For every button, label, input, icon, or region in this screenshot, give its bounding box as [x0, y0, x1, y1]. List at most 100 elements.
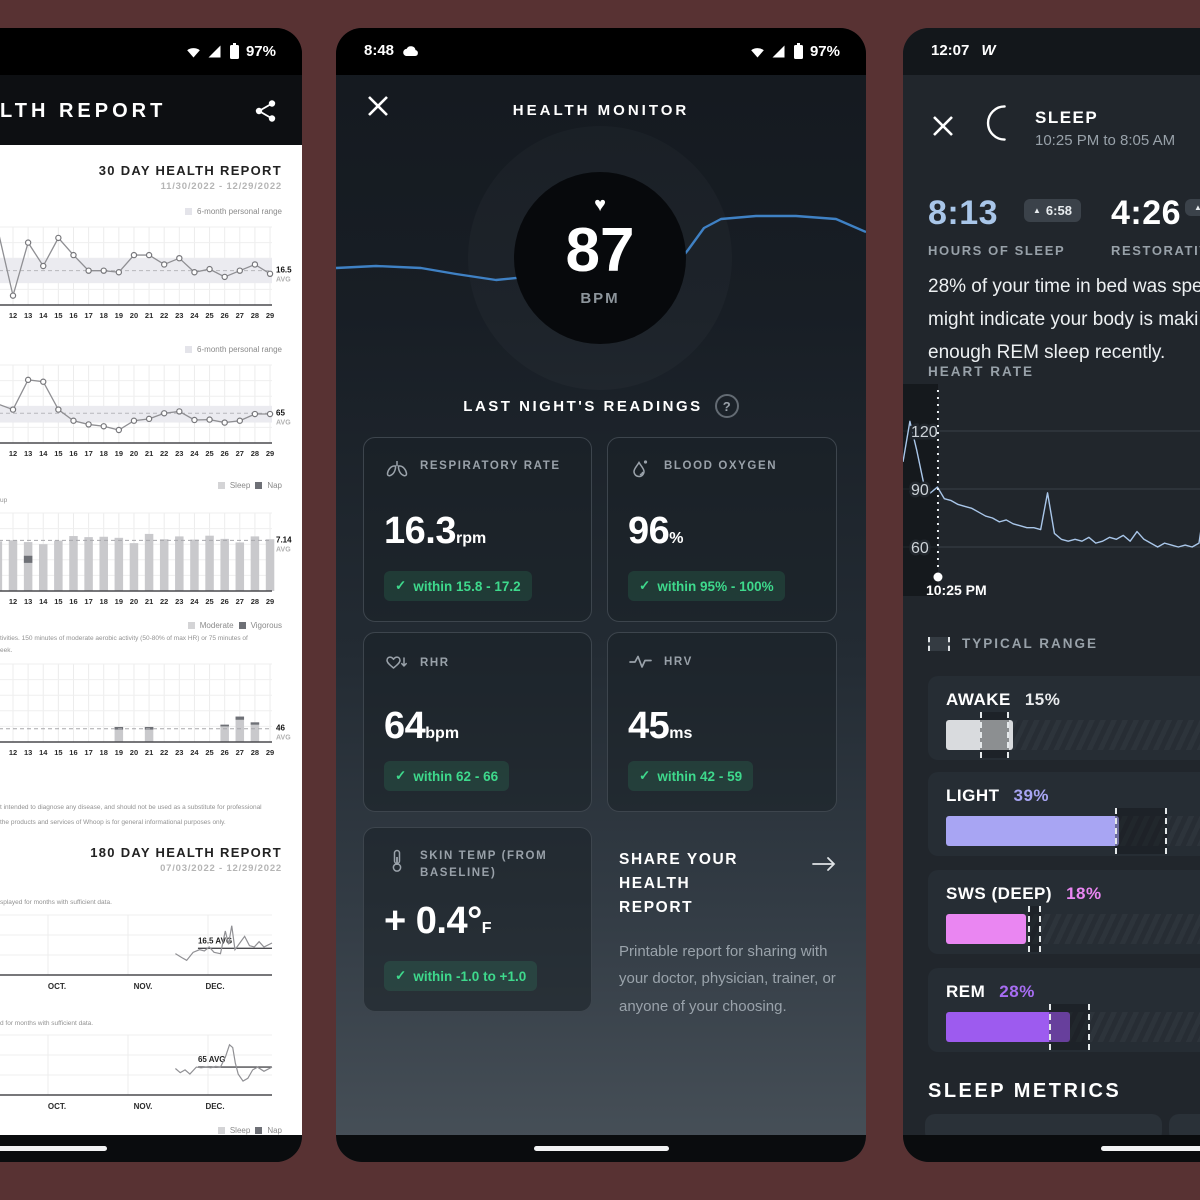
share-icon[interactable]: [254, 99, 278, 123]
stage-card-sws[interactable]: SWS (DEEP) 18%: [928, 870, 1200, 954]
svg-text:14: 14: [39, 597, 48, 606]
card-value: 96: [628, 510, 670, 552]
card-respiratory-rate[interactable]: RESPIRATORY RATE 16.3rpm ✓ within 15.8 -…: [363, 437, 592, 622]
svg-text:13: 13: [24, 748, 32, 757]
check-icon: ✓: [395, 578, 407, 593]
bpm-dial: ♥ 87 BPM: [514, 172, 686, 344]
disclaimer-line2: the products and services of Whoop is fo…: [0, 819, 226, 826]
card-blood-oxygen[interactable]: BLOOD OXYGEN 96% ✓ within 95% - 100%: [607, 437, 837, 622]
svg-text:14: 14: [39, 311, 48, 320]
svg-text:60: 60: [911, 540, 929, 557]
typical-range-legend: TYPICAL RANGE: [928, 636, 1098, 651]
share-health-report[interactable]: SHARE YOUR HEALTH REPORT Printable repor…: [619, 848, 839, 1020]
close-icon[interactable]: [366, 94, 390, 118]
legend-swatch-sleep: [217, 1127, 225, 1134]
svg-text:20: 20: [130, 449, 138, 458]
card-title: SKIN TEMP (FROM BASELINE): [420, 850, 548, 879]
moon-icon: [986, 105, 1006, 141]
stage-bar-track: [946, 808, 1200, 854]
bpm-unit: BPM: [580, 290, 620, 307]
stage-percent: 18%: [1066, 884, 1102, 903]
svg-text:26: 26: [221, 597, 229, 606]
insight-line: 28% of your time in bed was spe: [928, 276, 1200, 297]
stage-card-rem[interactable]: REM 28%: [928, 968, 1200, 1052]
stage-card-awake[interactable]: AWAKE 15%: [928, 676, 1200, 760]
card-skin-temp[interactable]: SKIN TEMP (FROM BASELINE) + 0.4°F ✓ with…: [363, 827, 592, 1012]
close-icon[interactable]: [931, 114, 955, 138]
cell-signal-icon: [772, 45, 785, 58]
svg-text:65 AVG: 65 AVG: [198, 1055, 226, 1064]
report-body: 30 DAY HEALTH REPORT 11/30/2022 - 12/29/…: [0, 145, 302, 1135]
card-unit: F: [481, 920, 492, 937]
svg-text:AVG: AVG: [276, 546, 291, 553]
svg-text:16: 16: [69, 311, 77, 320]
battery-icon: [229, 43, 239, 59]
svg-text:22: 22: [160, 449, 168, 458]
svg-text:22: 22: [160, 748, 168, 757]
check-icon: ✓: [639, 578, 651, 593]
legend-swatch-nap: [255, 1127, 263, 1134]
svg-text:12: 12: [9, 748, 17, 757]
typical-range-box: [979, 712, 1010, 758]
status-badge: ✓ within -1.0 to +1.0: [384, 961, 538, 991]
svg-text:25: 25: [205, 748, 213, 757]
svg-text:21: 21: [145, 449, 153, 458]
sleep-metrics-title: SLEEP METRICS: [928, 1080, 1122, 1102]
report180-dates: 07/03/2022 - 12/29/2022: [160, 863, 282, 874]
insight-line: might indicate your body is maki: [928, 309, 1199, 330]
stat-value: 8:13: [928, 194, 999, 232]
card-hrv[interactable]: HRV 45ms ✓ within 42 - 59: [607, 632, 837, 812]
svg-text:46: 46: [276, 724, 285, 733]
legend-sleep-nap: Sleep Nap: [217, 481, 282, 490]
home-indicator[interactable]: [1101, 1146, 1200, 1151]
card-title: RHR: [420, 656, 450, 669]
status-badge: ✓ within 15.8 - 17.2: [384, 571, 532, 601]
svg-text:24: 24: [190, 748, 199, 757]
svg-text:18: 18: [100, 311, 108, 320]
chart-rhr-180day: OCT. NOV. DEC. 65 AVG: [0, 1034, 273, 1111]
right-status-bar: 12:07 W: [903, 28, 1200, 75]
report180-title: 180 DAY HEALTH REPORT: [90, 845, 282, 860]
legend-sleep-nap-bottom: Sleep Nap: [217, 1126, 282, 1135]
svg-text:29: 29: [266, 449, 274, 458]
chart-respiratory-30day: 12 13 14 15 16 17 18 19 20 21 22 23 24 25 26 27 28 29 16.5…: [0, 226, 292, 320]
stage-card-light[interactable]: LIGHT 39%: [928, 772, 1200, 856]
svg-text:15: 15: [54, 449, 62, 458]
home-indicator[interactable]: [534, 1146, 669, 1151]
card-title: RESPIRATORY RATE: [420, 460, 561, 472]
arrow-right-icon: [812, 857, 836, 871]
svg-text:AVG: AVG: [276, 419, 291, 426]
svg-text:18: 18: [100, 748, 108, 757]
svg-text:22: 22: [160, 311, 168, 320]
page-title: LTH REPORT: [0, 100, 167, 122]
typical-range-box: [1028, 906, 1041, 952]
card-rhr[interactable]: RHR 64bpm ✓ within 62 - 66: [363, 632, 592, 812]
chart-activity-30day: 12 13 14 15 16 17 18 19 20 21 22 23 24 25 26 27 28 29 46 AV…: [0, 663, 291, 757]
stage-percent: 15%: [1024, 690, 1061, 709]
svg-text:19: 19: [115, 449, 123, 458]
home-indicator[interactable]: [0, 1146, 107, 1151]
svg-text:AVG: AVG: [276, 735, 291, 742]
left-status-bar: 97%: [0, 28, 302, 75]
svg-text:25: 25: [205, 311, 213, 320]
svg-text:10:25 PM: 10:25 PM: [926, 582, 987, 596]
stage-bar-fill: [946, 816, 1120, 846]
svg-text:25: 25: [205, 597, 213, 606]
sleep-time-range: 10:25 PM to 8:05 AM: [1035, 132, 1176, 149]
middle-status-bar: 8:48 97%: [336, 28, 866, 75]
phone-health-report: 97% LTH REPORT 30 DAY HEALTH REPORT 11/3…: [0, 28, 302, 1162]
svg-text:22: 22: [160, 597, 168, 606]
check-icon: ✓: [395, 968, 407, 983]
legend-swatch-moderate: [187, 622, 195, 629]
svg-text:26: 26: [221, 449, 229, 458]
svg-text:27: 27: [236, 449, 244, 458]
chart-sleep-30day: 12 13 14 15 16 17 18 19 20 21 22 23 24 25 26 27 28 29 7.14…: [0, 512, 292, 606]
legend-swatch: [185, 346, 193, 353]
help-icon[interactable]: ?: [714, 394, 739, 418]
card-value: + 0.4°: [384, 900, 482, 942]
svg-text:16: 16: [69, 748, 77, 757]
svg-text:OCT.: OCT.: [48, 982, 66, 991]
typical-range-box: [1049, 1004, 1090, 1050]
card-unit: ms: [669, 725, 693, 742]
